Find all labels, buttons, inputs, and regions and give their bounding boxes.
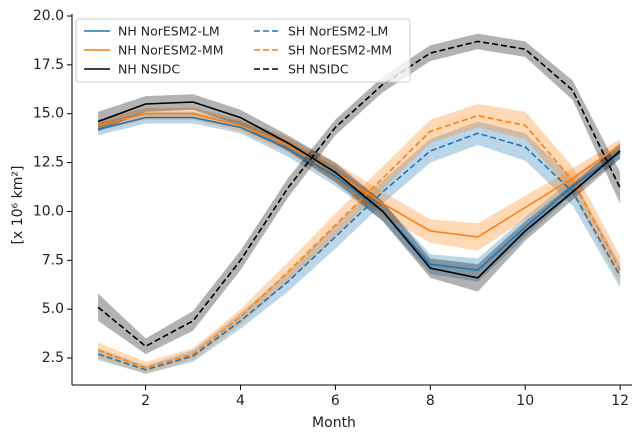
x-tick-label: 2 — [141, 393, 150, 409]
y-tick-label: 12.5 — [33, 155, 64, 171]
series-line — [97, 116, 621, 271]
legend-label: NH NorESM2-LM — [118, 24, 220, 39]
x-tick-label: 4 — [236, 393, 245, 409]
legend-label: SH NorESM2-MM — [288, 43, 392, 58]
series-line — [97, 114, 621, 369]
x-tick-label: 8 — [426, 393, 435, 409]
legend-frame — [75, 18, 411, 83]
legend-label: NH NorESM2-MM — [118, 43, 224, 58]
y-tick-label: 2.5 — [42, 350, 64, 366]
uncertainty-band — [98, 107, 621, 251]
legend-label: SH NorESM2-LM — [288, 24, 388, 39]
series-line — [97, 132, 621, 371]
uncertainty-band — [98, 33, 621, 355]
x-tick-label: 12 — [611, 393, 629, 409]
y-tick-label: 17.5 — [33, 57, 64, 73]
y-tick-label: 15.0 — [33, 106, 64, 122]
uncertainty-band — [98, 111, 621, 282]
legend-label: NH NSIDC — [118, 62, 180, 77]
series-line — [97, 40, 621, 348]
series-line — [97, 101, 621, 279]
x-tick-label: 6 — [331, 393, 340, 409]
y-axis-label: [x 10⁶ km²] — [10, 166, 26, 245]
x-axis-label: Month — [312, 415, 356, 431]
y-tick-label: 5.0 — [42, 301, 64, 317]
series-line — [97, 112, 621, 238]
y-tick-label: 10.0 — [33, 203, 64, 219]
legend-label: SH NSIDC — [288, 62, 349, 77]
y-tick-label: 7.5 — [42, 252, 64, 268]
y-tick-label: 20.0 — [33, 8, 64, 24]
x-tick-label: 10 — [516, 393, 534, 409]
legend: NH NorESM2-LM SH NorESM2-LM NH NorESM2-MM S… — [75, 18, 411, 83]
